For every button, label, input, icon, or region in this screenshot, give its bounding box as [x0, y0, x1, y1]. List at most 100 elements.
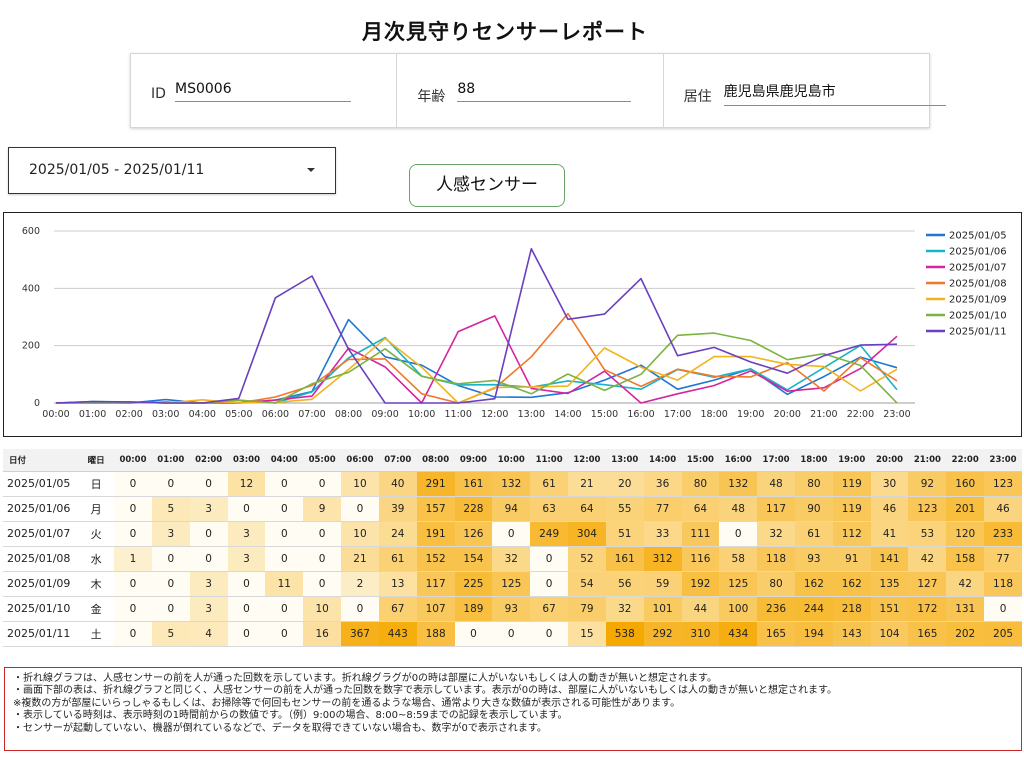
count-cell: 157 [416, 496, 455, 522]
id-value[interactable]: MS0006 [175, 81, 351, 102]
count-cell: 58 [719, 546, 758, 572]
count-cell: 116 [681, 546, 720, 572]
motion-sensor-button[interactable]: 人感センサー [409, 164, 565, 207]
table-row: 2025/01/06 月 0 5 3 0 0 9 0 39 157 228 94 63 64 55 77 64 48… [3, 496, 1022, 522]
count-cell: 9 [303, 496, 342, 522]
x-tick-label: 19:00 [737, 409, 764, 420]
hourly-count-table: 日付 曜日 00:00 01:00 02:00 03:00 04:00 05:00 06:00 0… [3, 449, 1022, 647]
count-cell: 118 [984, 571, 1022, 597]
count-cell: 0 [227, 496, 266, 522]
count-cell: 119 [832, 496, 871, 522]
count-cell: 54 [568, 571, 606, 597]
count-cell: 104 [870, 621, 909, 647]
header-hour: 10:00 [492, 449, 531, 472]
count-cell: 0 [114, 471, 152, 497]
y-tick-label: 0 [34, 398, 40, 409]
count-cell: 0 [151, 596, 190, 622]
count-cell: 141 [870, 546, 909, 572]
count-cell: 135 [870, 571, 909, 597]
count-cell: 93 [492, 596, 531, 622]
count-cell: 52 [568, 546, 606, 572]
page-title: 月次見守りセンサーレポート [362, 20, 648, 44]
series-line [55, 336, 898, 404]
table-row: 2025/01/11 土 0 5 4 0 0 16 367 443 188 0 0 0 15 538 292 31… [3, 621, 1022, 647]
x-tick-label: 00:00 [42, 409, 69, 420]
id-label: ID [151, 86, 166, 102]
count-cell: 16 [303, 621, 342, 647]
row-day: 月 [78, 496, 115, 522]
count-cell: 312 [643, 546, 682, 572]
count-cell: 33 [643, 521, 682, 547]
count-cell: 80 [757, 571, 795, 597]
date-range-select[interactable]: 2025/01/05 - 2025/01/11 [8, 147, 336, 194]
count-cell: 80 [794, 471, 833, 497]
count-cell: 244 [794, 596, 833, 622]
row-day: 日 [78, 471, 115, 497]
header-date: 日付 [3, 449, 79, 472]
table-row: 2025/01/09 木 0 0 3 0 11 0 2 13 117 225 125 0 54 56 59 192… [3, 571, 1022, 597]
count-cell: 112 [832, 521, 871, 547]
count-cell: 117 [757, 496, 795, 522]
count-cell: 201 [946, 496, 985, 522]
x-tick-label: 06:00 [262, 409, 289, 420]
row-date: 2025/01/05 [3, 471, 79, 497]
count-cell: 90 [794, 496, 833, 522]
count-cell: 218 [832, 596, 871, 622]
line-chart-svg: 0 200 400 600 00:00 01:00 02:00 03:00 04:00 05:00… [22, 226, 1007, 420]
count-cell: 79 [568, 596, 606, 622]
x-tick-label: 11:00 [445, 409, 472, 420]
count-cell: 154 [454, 546, 493, 572]
residence-value[interactable]: 鹿児島県鹿児島市 [723, 81, 946, 106]
note-line: ・表示している時刻は、表示時刻の1時間前からの数値です。（例）9:00の場合、8… [13, 710, 568, 722]
x-tick-label: 16:00 [627, 409, 654, 420]
count-cell: 0 [114, 496, 152, 522]
header-hour: 23:00 [984, 449, 1022, 472]
count-cell: 67 [378, 596, 417, 622]
table-row: 2025/01/10 金 0 0 3 0 0 10 0 67 107 189 93 67 79 32 101 44… [3, 596, 1022, 622]
count-cell: 24 [378, 521, 417, 547]
date-range-value: 2025/01/05 - 2025/01/11 [29, 162, 205, 178]
count-cell: 152 [416, 546, 455, 572]
count-cell: 46 [984, 496, 1022, 522]
x-tick-label: 14:00 [554, 409, 581, 420]
header-hour: 00:00 [114, 449, 152, 472]
count-cell: 0 [227, 596, 266, 622]
row-date: 2025/01/08 [3, 546, 79, 572]
x-tick-label: 23:00 [883, 409, 910, 420]
header-hour: 06:00 [341, 449, 379, 472]
count-cell: 77 [984, 546, 1022, 572]
count-cell: 127 [908, 571, 947, 597]
count-cell: 191 [416, 521, 455, 547]
count-cell: 123 [908, 496, 947, 522]
count-cell: 4 [189, 621, 228, 647]
table-header-row: 日付 曜日 00:00 01:00 02:00 03:00 04:00 05:00 06:00 0… [3, 449, 1022, 472]
count-cell: 94 [492, 496, 531, 522]
count-cell: 41 [870, 521, 909, 547]
age-label: 年齢 [417, 89, 446, 105]
count-cell: 0 [227, 571, 266, 597]
x-tick-label: 08:00 [335, 409, 362, 420]
count-cell: 111 [681, 521, 720, 547]
age-value[interactable]: 88 [457, 81, 632, 102]
count-cell: 64 [681, 496, 720, 522]
count-cell: 61 [378, 546, 417, 572]
count-cell: 132 [719, 471, 758, 497]
row-day: 金 [78, 596, 115, 622]
count-cell: 3 [189, 571, 228, 597]
note-line: ・センサーが起動していない、機器が倒れているなどで、データを取得できていない場合… [13, 722, 547, 734]
header-hour: 04:00 [265, 449, 304, 472]
header-hour: 11:00 [530, 449, 569, 472]
count-cell: 143 [832, 621, 871, 647]
count-cell: 0 [265, 471, 304, 497]
count-cell: 30 [870, 471, 909, 497]
note-line: ※複数の方が部屋にいらっしゃるもしくは、お掃除等で何回もセンサーの前を通るような… [13, 697, 681, 709]
count-cell: 12 [227, 471, 266, 497]
legend-label: 2025/01/10 [949, 311, 1007, 322]
y-tick-label: 200 [22, 341, 40, 352]
count-cell: 32 [605, 596, 644, 622]
legend-label: 2025/01/09 [949, 295, 1007, 306]
x-tick-label: 01:00 [79, 409, 106, 420]
count-cell: 0 [303, 471, 342, 497]
age-field: 年齢 88 [397, 54, 664, 127]
x-tick-label: 22:00 [847, 409, 874, 420]
